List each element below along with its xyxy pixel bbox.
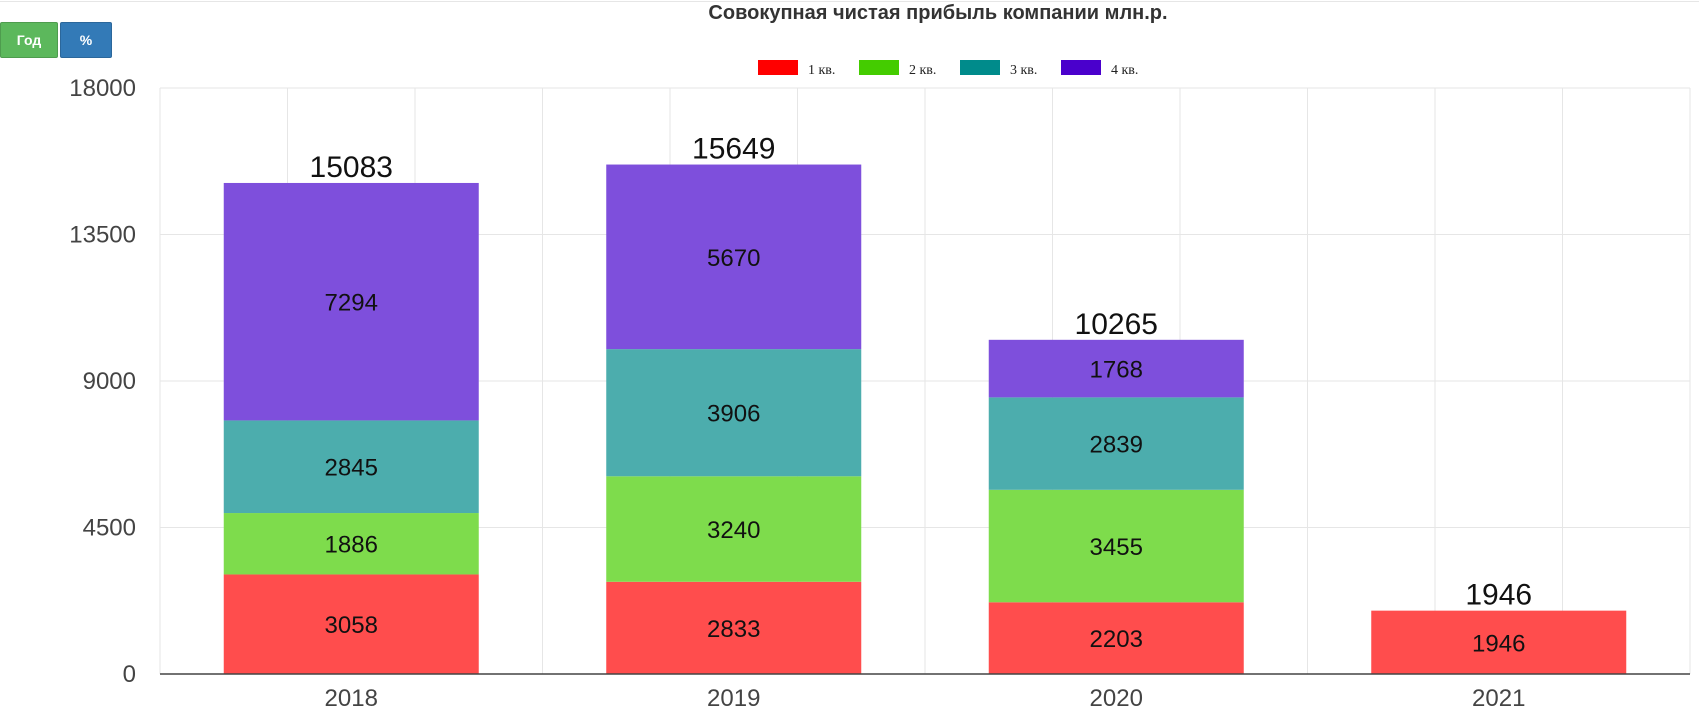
legend: 1 кв. 2 кв. 3 кв. 4 кв. <box>758 60 1138 78</box>
segment-value-label: 2203 <box>1090 626 1143 653</box>
x-tick-label: 2020 <box>1090 685 1143 711</box>
bar-segment <box>606 164 862 350</box>
bar-segment <box>988 397 1244 490</box>
x-tick-label: 2021 <box>1472 685 1525 711</box>
y-tick-label: 18000 <box>69 75 136 102</box>
bar-segment <box>606 349 862 477</box>
bar-segment <box>1371 610 1627 674</box>
bar-segment <box>223 420 479 514</box>
x-tick-label: 2019 <box>707 685 760 711</box>
y-tick-label: 0 <box>123 661 136 688</box>
segment-value-label: 1886 <box>325 532 378 559</box>
y-tick-label: 13500 <box>69 222 136 249</box>
top-divider <box>0 1 1699 2</box>
x-axis: 2018 2019 2020 2021 <box>160 673 1690 711</box>
year-view-button[interactable]: Год <box>0 22 58 58</box>
y-tick-label: 9000 <box>83 368 136 395</box>
segment-value-label: 2845 <box>325 455 378 482</box>
y-axis: 0 4500 9000 13500 18000 <box>69 75 136 688</box>
bars <box>223 164 1627 674</box>
data-labels: 3058 1886 2845 7294 15083 2833 3240 3906 5670 156… <box>310 133 1533 658</box>
segment-value-label: 3240 <box>707 517 760 544</box>
legend-swatch <box>1061 60 1101 75</box>
segment-value-label: 7294 <box>325 290 378 317</box>
segment-value-label: 1946 <box>1472 630 1525 657</box>
bar-segment <box>606 581 862 674</box>
bar-segment <box>988 489 1244 603</box>
bar-segment <box>606 476 862 582</box>
x-tick-label: 2018 <box>325 685 378 711</box>
bar-segment <box>223 182 479 421</box>
percent-view-button[interactable]: % <box>60 22 112 58</box>
view-toolbar: Год % <box>0 22 112 58</box>
bar-segment <box>223 574 479 674</box>
bar-segment <box>223 513 479 575</box>
total-value-label: 1946 <box>1465 579 1532 612</box>
legend-label: 2 кв. <box>909 63 936 78</box>
total-value-label: 10265 <box>1075 308 1158 341</box>
segment-value-label: 3906 <box>707 401 760 428</box>
legend-label: 3 кв. <box>1010 63 1037 78</box>
y-tick-label: 4500 <box>83 515 136 542</box>
segment-value-label: 2839 <box>1090 432 1143 459</box>
chart-title: Совокупная чистая прибыль компании млн.р… <box>708 2 1167 24</box>
segment-value-label: 3455 <box>1090 534 1143 561</box>
legend-swatch <box>758 60 798 75</box>
legend-swatch <box>960 60 1000 75</box>
segment-value-label: 5670 <box>707 245 760 272</box>
segment-value-label: 3058 <box>325 612 378 639</box>
segment-value-label: 2833 <box>707 616 760 643</box>
total-value-label: 15083 <box>310 151 393 184</box>
bar-segment <box>988 339 1244 398</box>
legend-label: 4 кв. <box>1111 63 1138 78</box>
legend-label: 1 кв. <box>808 63 835 78</box>
legend-swatch <box>859 60 899 75</box>
segment-value-label: 1768 <box>1090 357 1143 384</box>
bar-segment <box>988 602 1244 674</box>
total-value-label: 15649 <box>692 133 775 166</box>
